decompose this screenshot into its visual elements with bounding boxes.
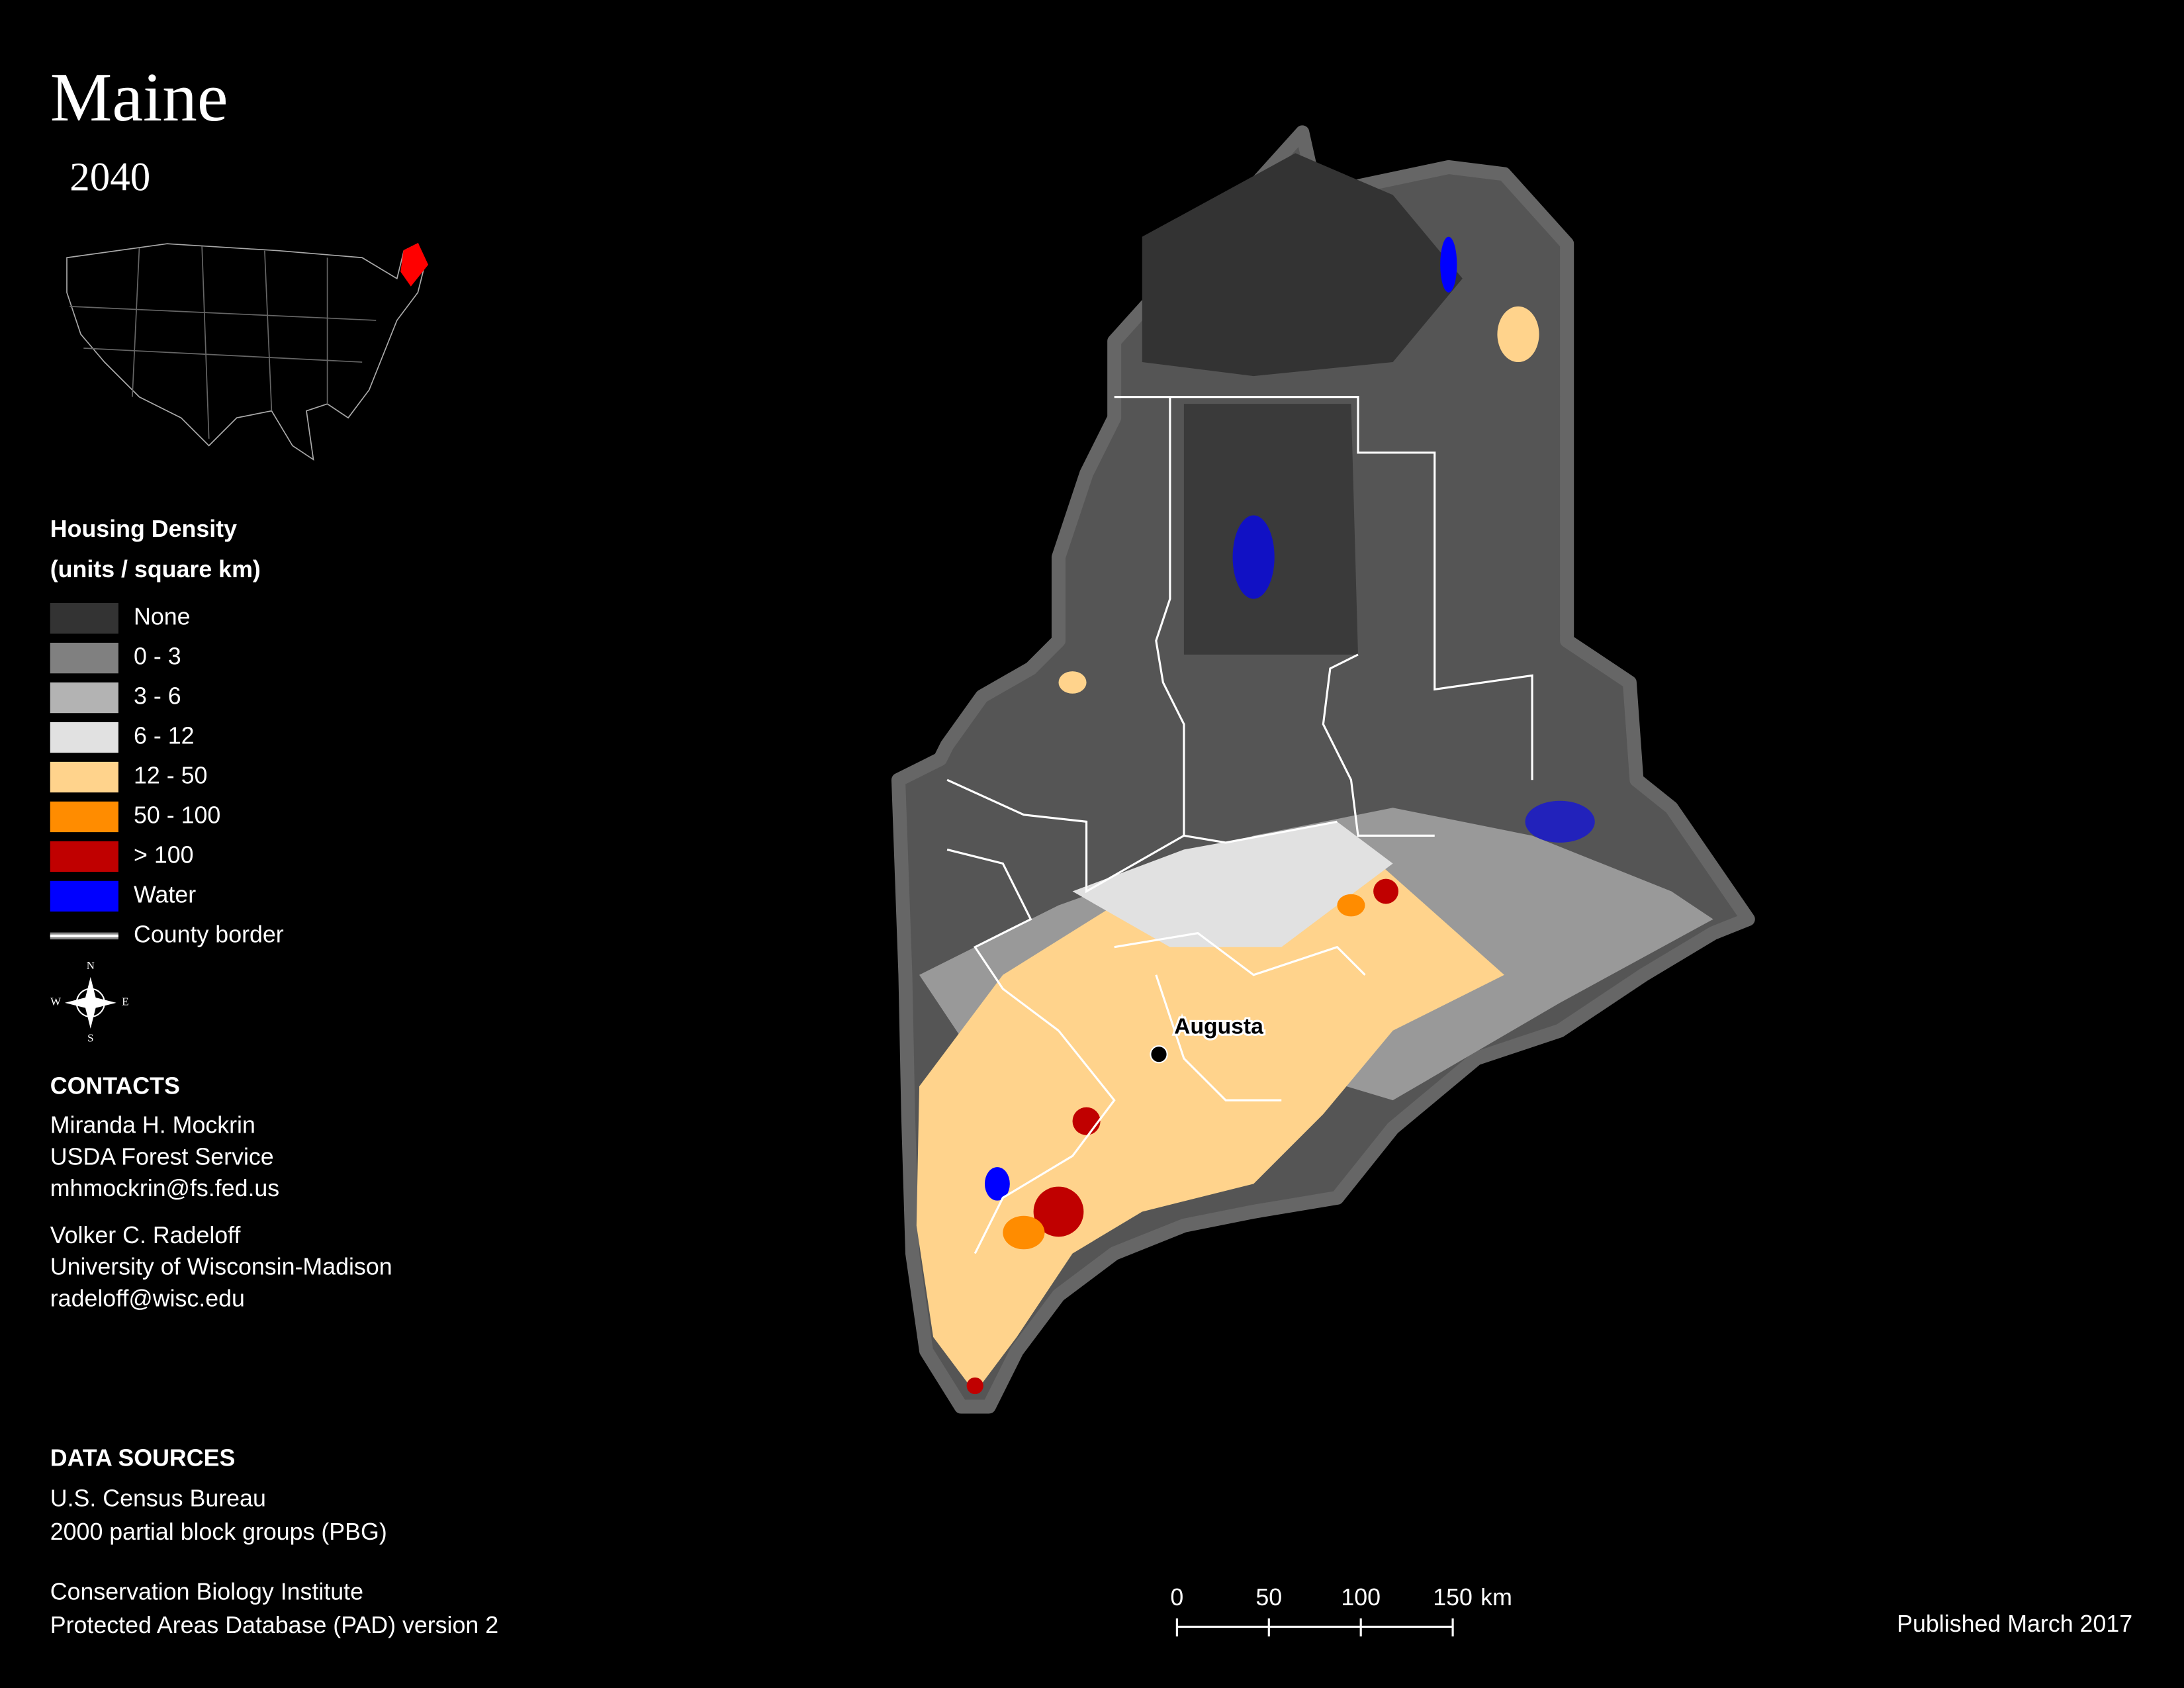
compass-e: E xyxy=(122,996,128,1008)
legend-title: Housing Density xyxy=(50,516,237,542)
source-line: U.S. Census Bureau xyxy=(50,1485,266,1511)
title: Maine xyxy=(50,58,228,136)
data-sources: U.S. Census Bureau 2000 partial block gro… xyxy=(50,1485,498,1638)
sources-title: DATA SOURCES xyxy=(50,1444,236,1471)
legend-label: 6 - 12 xyxy=(134,723,194,749)
compass-s: S xyxy=(87,1031,93,1044)
legend-label: None xyxy=(134,604,191,630)
source-line: 2000 partial block groups (PBG) xyxy=(50,1519,387,1545)
legend-label: 50 - 100 xyxy=(134,802,220,828)
legend-label: County border xyxy=(134,921,284,947)
legend-label: 3 - 6 xyxy=(134,683,181,710)
legend-swatch xyxy=(50,603,118,634)
legend-swatch xyxy=(50,841,118,872)
subtitle: 2040 xyxy=(69,156,150,200)
compass-w: W xyxy=(50,996,61,1008)
contact-line: University of Wisconsin-Madison xyxy=(50,1254,392,1280)
city-label: Augusta xyxy=(1174,1015,1263,1039)
legend: None 0 - 3 3 - 6 6 - 12 12 - 50 50 - 100 > 100… xyxy=(50,603,284,947)
source-line: Protected Areas Database (PAD) version 2 xyxy=(50,1612,498,1638)
scale-bar: 0 50 100 150 km xyxy=(1170,1584,1512,1637)
contacts-title: CONTACTS xyxy=(50,1073,180,1100)
scale-label: 50 xyxy=(1255,1584,1282,1611)
us-inset xyxy=(66,243,429,461)
legend-swatch xyxy=(50,642,118,674)
legend-label: > 100 xyxy=(134,841,194,868)
legend-label: Water xyxy=(134,881,196,908)
legend-subtitle: (units / square km) xyxy=(50,556,261,583)
legend-swatch xyxy=(50,722,118,753)
legend-label: 0 - 3 xyxy=(134,643,181,670)
source-line: Conservation Biology Institute xyxy=(50,1578,363,1605)
contacts: Miranda H. Mockrin USDA Forest Service mhm… xyxy=(50,1112,392,1312)
contact-line: Volker C. Radeloff xyxy=(50,1222,241,1248)
scale-label: 150 xyxy=(1433,1584,1473,1611)
compass: N S E W xyxy=(50,959,128,1044)
contact-line: mhmockrin@fs.fed.us xyxy=(50,1175,279,1201)
legend-swatch xyxy=(50,682,118,714)
legend-label: 12 - 50 xyxy=(134,762,207,788)
legend-swatch xyxy=(50,801,118,833)
published: Published March 2017 xyxy=(1897,1611,2132,1637)
contact-line: radeloff@wisc.edu xyxy=(50,1285,245,1311)
compass-n: N xyxy=(87,959,95,972)
contact-line: USDA Forest Service xyxy=(50,1143,274,1170)
scale-label: 100 xyxy=(1341,1584,1381,1611)
legend-swatch xyxy=(50,761,118,793)
scale-label: 0 xyxy=(1170,1584,1183,1611)
scale-unit: km xyxy=(1480,1584,1512,1611)
maine-map: Augusta xyxy=(891,125,1755,1414)
contact-line: Miranda H. Mockrin xyxy=(50,1112,255,1139)
legend-swatch xyxy=(50,880,118,912)
